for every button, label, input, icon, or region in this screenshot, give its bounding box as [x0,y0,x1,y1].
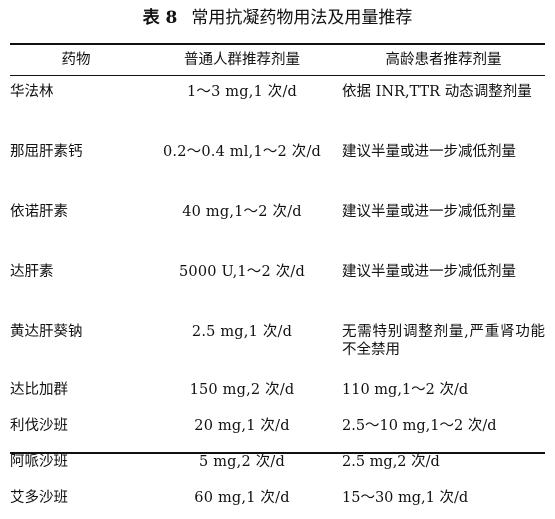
normal-dose: 1～3 mg,1 次/d [186,84,298,100]
table-row: 华法林 1～3 mg,1 次/d 依据 INR,TTR 动态调整剂量 [10,75,545,135]
table-row: 达肝素 5000 U,1～2 次/d 建议半量或进一步减低剂量 [10,255,545,315]
column-header-normal-dose: 普通人群推荐剂量 [184,52,300,68]
drug-name: 利伐沙班 [10,418,68,434]
elderly-dose: 2.5～10 mg,1～2 次/d [342,418,497,434]
table-header-row: 药物 普通人群推荐剂量 高龄患者推荐剂量 [10,45,545,75]
drug-name: 依诺肝素 [10,204,68,220]
elderly-dose: 依据 INR,TTR 动态调整剂量 [342,84,532,100]
normal-dose: 150 mg,2 次/d [189,382,295,398]
drug-name: 艾多沙班 [10,490,68,506]
drug-name: 达肝素 [10,264,54,280]
drug-name: 黄达肝葵钠 [10,324,83,340]
column-header-drug: 药物 [61,52,91,68]
drug-name: 华法林 [10,84,54,100]
table-row: 利伐沙班 20 mg,1 次/d 2.5～10 mg,1～2 次/d [10,411,545,447]
normal-dose: 40 mg,1～2 次/d [182,204,302,220]
table-row: 依诺肝素 40 mg,1～2 次/d 建议半量或进一步减低剂量 [10,195,545,255]
elderly-dose: 无需特别调整剂量,严重肾功能不全禁用 [342,324,545,358]
bottom-rule [10,452,545,454]
table-row: 黄达肝葵钠 2.5 mg,1 次/d 无需特别调整剂量,严重肾功能不全禁用 [10,315,545,375]
elderly-dose: 建议半量或进一步减低剂量 [342,264,516,280]
normal-dose: 5 mg,2 次/d [199,454,285,470]
elderly-dose: 15～30 mg,1 次/d [342,490,469,506]
column-header-elderly-dose: 高龄患者推荐剂量 [385,52,502,68]
table-caption: 表 8 常用抗凝药物用法及用量推荐 [0,6,555,30]
table-row: 艾多沙班 60 mg,1 次/d 15～30 mg,1 次/d [10,483,545,519]
normal-dose: 5000 U,1～2 次/d [178,264,306,280]
table-title: 常用抗凝药物用法及用量推荐 [191,8,413,28]
drug-name: 那屈肝素钙 [10,144,83,160]
normal-dose: 0.2～0.4 ml,1～2 次/d [162,144,322,160]
elderly-dose: 110 mg,1～2 次/d [342,382,469,398]
normal-dose: 20 mg,1 次/d [194,418,290,434]
table-number: 表 8 [142,8,178,28]
elderly-dose: 2.5 mg,2 次/d [342,454,440,470]
drug-name: 阿哌沙班 [10,454,68,470]
elderly-dose: 建议半量或进一步减低剂量 [342,204,516,220]
top-rule [10,43,545,45]
elderly-dose: 建议半量或进一步减低剂量 [342,144,516,160]
drug-name: 达比加群 [10,382,68,398]
table-row: 阿哌沙班 5 mg,2 次/d 2.5 mg,2 次/d [10,447,545,483]
table-row: 那屈肝素钙 0.2～0.4 ml,1～2 次/d 建议半量或进一步减低剂量 [10,135,545,195]
table-row: 达比加群 150 mg,2 次/d 110 mg,1～2 次/d [10,375,545,411]
header-rule [10,75,545,76]
normal-dose: 60 mg,1 次/d [194,490,290,506]
normal-dose: 2.5 mg,1 次/d [191,324,293,340]
dosage-table: 药物 普通人群推荐剂量 高龄患者推荐剂量 华法林 1～3 mg,1 次/d 依据… [10,45,545,519]
document-page: 表 8 常用抗凝药物用法及用量推荐 药物 普通人群推荐剂量 高龄患者推荐剂量 华法… [0,6,555,506]
